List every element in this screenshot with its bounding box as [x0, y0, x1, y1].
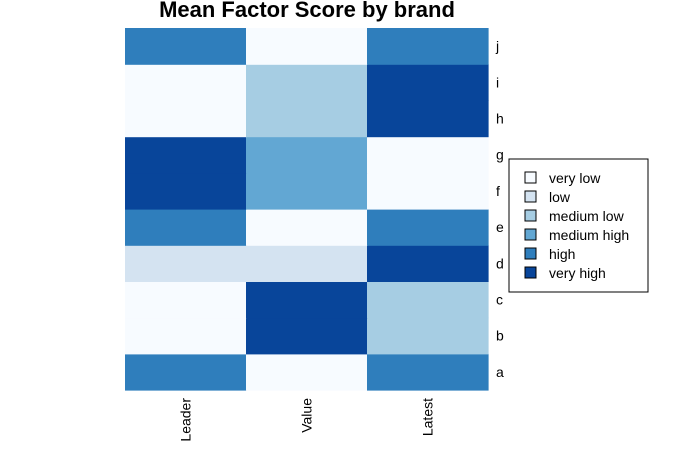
- row-label-f: f: [496, 183, 500, 199]
- heatmap-cell-h-value: [246, 100, 368, 138]
- legend-swatch-very-low: [524, 171, 537, 184]
- heatmap-cell-j-latest: [367, 28, 489, 65]
- legend-swatch-medium-low: [524, 209, 537, 222]
- heatmap-cell-h-latest: [367, 100, 489, 138]
- legend-swatch-medium-high: [524, 228, 537, 241]
- legend-label-very-low: very low: [549, 170, 601, 186]
- heatmap-cell-b-value: [246, 317, 368, 355]
- heatmap-cell-g-value: [246, 136, 368, 174]
- row-label-b: b: [496, 328, 504, 344]
- heatmap-cell-a-latest: [367, 353, 489, 391]
- row-label-g: g: [496, 147, 504, 163]
- heatmap-cell-j-leader: [125, 28, 247, 65]
- heatmap-cell-b-latest: [367, 317, 489, 355]
- row-label-e: e: [496, 219, 504, 235]
- heatmap-cell-c-latest: [367, 281, 489, 319]
- row-label-h: h: [496, 111, 504, 127]
- heatmap-cell-f-leader: [125, 172, 247, 210]
- heatmap-cell-e-value: [246, 209, 368, 246]
- heatmap-cell-j-value: [246, 28, 368, 65]
- heatmap-cell-d-latest: [367, 245, 489, 282]
- row-label-i: i: [496, 74, 499, 90]
- heatmap-cell-h-leader: [125, 100, 247, 138]
- heatmap-cell-c-value: [246, 281, 368, 319]
- column-label-leader: Leader: [178, 398, 194, 442]
- heatmap-cell-f-latest: [367, 172, 489, 210]
- row-tick-labels: a b c d e f g h i j: [495, 38, 504, 380]
- heatmap-cell-e-latest: [367, 209, 489, 246]
- legend-label-high: high: [549, 246, 575, 262]
- legend-swatch-very-high: [524, 266, 537, 279]
- column-label-value: Value: [299, 398, 315, 433]
- heatmap-cell-i-value: [246, 64, 368, 101]
- chart-title: Mean Factor Score by brand: [159, 0, 455, 22]
- heatmap-cell-i-latest: [367, 64, 489, 101]
- heatmap-cell-a-value: [246, 353, 368, 391]
- heatmap-cell-b-leader: [125, 317, 247, 355]
- row-label-c: c: [496, 292, 503, 308]
- legend: very low low medium low medium high high very…: [508, 158, 649, 293]
- heatmap-cell-g-latest: [367, 136, 489, 174]
- row-label-j: j: [495, 38, 499, 54]
- legend-label-medium-high: medium high: [549, 227, 629, 243]
- heatmap-cell-d-leader: [125, 245, 247, 282]
- heatmap-cell-i-leader: [125, 64, 247, 101]
- legend-label-low: low: [549, 189, 571, 205]
- legend-swatch-high: [524, 247, 537, 260]
- heatmap-cell-d-value: [246, 245, 368, 282]
- row-label-d: d: [496, 255, 504, 271]
- legend-swatch-low: [524, 190, 537, 203]
- legend-label-medium-low: medium low: [549, 208, 625, 224]
- heatmap-cell-c-leader: [125, 281, 247, 319]
- legend-items: very low low medium low medium high high very…: [524, 170, 629, 281]
- heatmap-cell-e-leader: [125, 209, 247, 246]
- row-label-a: a: [496, 364, 504, 380]
- heatmap-cells: [125, 28, 489, 391]
- legend-label-very-high: very high: [549, 265, 606, 281]
- heatmap-cell-a-leader: [125, 353, 247, 391]
- heatmap-cell-g-leader: [125, 136, 247, 174]
- column-label-latest: Latest: [420, 398, 436, 436]
- heatmap-cell-f-value: [246, 172, 368, 210]
- column-tick-labels: Leader Value Latest: [178, 398, 436, 442]
